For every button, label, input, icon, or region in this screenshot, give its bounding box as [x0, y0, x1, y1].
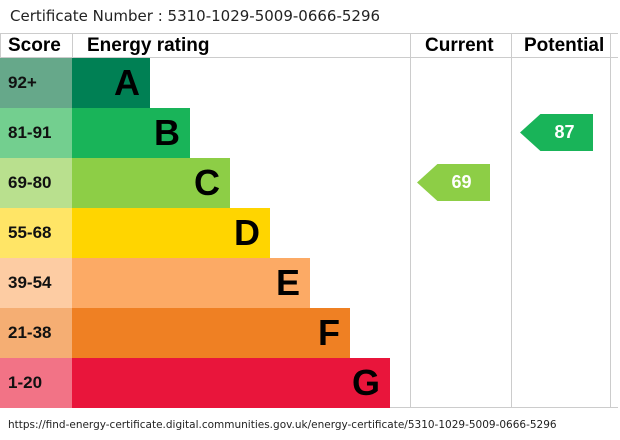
header-energy-rating: Energy rating: [87, 35, 210, 56]
certificate-url: https://find-energy-certificate.digital.…: [8, 419, 557, 431]
potential-rating-arrow: 87: [520, 114, 593, 151]
band-score: 69-80: [0, 158, 72, 208]
band-bar: F: [72, 308, 350, 358]
band-bar: E: [72, 258, 310, 308]
current-rating-arrow: 69: [417, 164, 490, 201]
band-letter: A: [114, 62, 140, 103]
band-score: 39-54: [0, 258, 72, 308]
band-letter: C: [194, 162, 220, 203]
band-letter: E: [275, 262, 300, 303]
band-letter: G: [351, 362, 380, 403]
band-letter: D: [234, 212, 260, 253]
band-score: 81-91: [0, 108, 72, 158]
band-bar: D: [72, 208, 270, 258]
band-letter: F: [318, 312, 340, 353]
band-score: 1-20: [0, 358, 72, 408]
band-letter: B: [154, 112, 180, 153]
band-score: 21-38: [0, 308, 72, 358]
band-bar: A: [72, 58, 150, 108]
band-score: 55-68: [0, 208, 72, 258]
header-potential: Potential: [524, 35, 605, 56]
band-score: 92+: [0, 58, 72, 108]
energy-rating-chart: Score Energy rating Current Potential 92…: [0, 33, 618, 408]
band-bar: B: [72, 108, 190, 158]
band-bar: C: [72, 158, 230, 208]
band-bar: G: [72, 358, 390, 408]
header-current: Current: [425, 35, 494, 56]
certificate-number: Certificate Number : 5310-1029-5009-0666…: [10, 7, 381, 25]
header-score: Score: [8, 35, 61, 56]
